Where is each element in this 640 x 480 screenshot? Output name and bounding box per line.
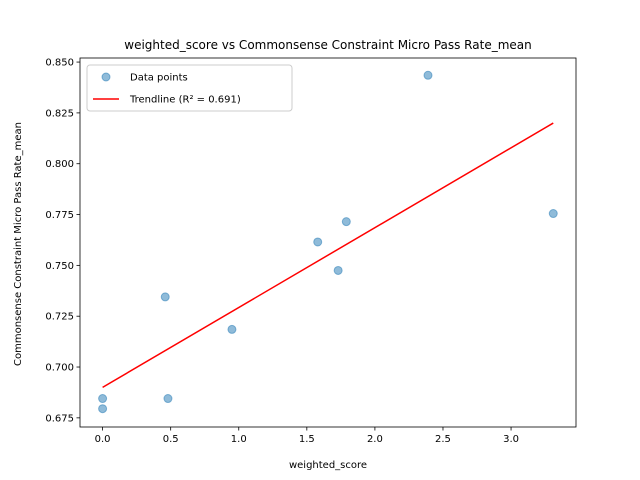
data-point [163, 394, 173, 404]
plot-area: 0.0 0.5 1.0 1.5 2.0 2.5 3.0 0.675 0.700 0.725 0.75… [45, 57, 577, 445]
x-tick-label: 1.5 [299, 434, 315, 445]
y-tick-label: 0.800 [45, 159, 74, 170]
legend-label: Trendline (R² = 0.691) [129, 95, 241, 106]
trendline [102, 122, 554, 389]
y-tick-label: 0.825 [45, 108, 74, 119]
legend-swatch-points [101, 72, 111, 82]
x-tick-label: 1.0 [231, 434, 247, 445]
data-point [160, 292, 170, 302]
y-tick-label: 0.725 [45, 312, 74, 323]
data-point [423, 70, 433, 80]
x-tick-label: 0.0 [95, 434, 111, 445]
legend-label: Data points [130, 73, 188, 84]
y-tick-label: 0.775 [45, 210, 74, 221]
data-point [227, 324, 237, 334]
chart-title: weighted_score vs Commonsense Constraint… [124, 38, 531, 52]
data-point [98, 394, 108, 404]
x-tick-label: 3.0 [503, 434, 519, 445]
y-tick-label: 0.700 [45, 363, 74, 374]
plot-frame [79, 57, 577, 428]
x-tick-label: 0.5 [163, 434, 179, 445]
data-point [548, 209, 558, 219]
data-point [333, 265, 343, 275]
x-tick-label: 2.5 [435, 434, 451, 445]
legend-box [86, 64, 293, 112]
y-axis-label: Commonsense Constraint Micro Pass Rate_m… [13, 122, 24, 366]
data-point [313, 237, 323, 247]
data-point [341, 217, 351, 227]
legend: Data points Trendline (R² = 0.691) [86, 64, 293, 112]
y-tick-label: 0.675 [45, 413, 74, 424]
data-point [98, 404, 108, 414]
x-tick-label: 2.0 [367, 434, 383, 445]
y-tick-label: 0.750 [45, 261, 74, 272]
x-axis-label: weighted_score [289, 460, 367, 471]
y-tick-label: 0.850 [45, 58, 74, 69]
